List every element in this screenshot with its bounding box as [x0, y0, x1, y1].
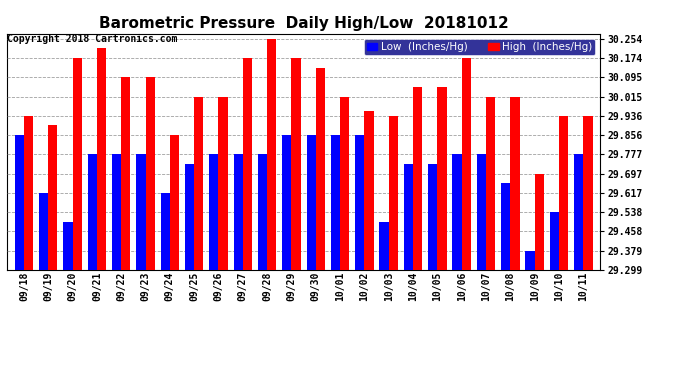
Bar — [550, 212, 559, 270]
Bar — [340, 96, 349, 270]
Bar — [170, 135, 179, 270]
Bar — [194, 96, 204, 270]
Bar — [88, 154, 97, 270]
Bar — [24, 116, 33, 270]
Bar — [316, 68, 325, 270]
Bar — [525, 251, 535, 270]
Bar — [306, 135, 316, 270]
Bar — [331, 135, 340, 270]
Bar — [511, 96, 520, 270]
Bar — [39, 193, 48, 270]
Bar — [63, 222, 72, 270]
Bar — [243, 58, 252, 270]
Title: Barometric Pressure  Daily High/Low  20181012: Barometric Pressure Daily High/Low 20181… — [99, 16, 509, 31]
Bar — [477, 154, 486, 270]
Bar — [72, 58, 82, 270]
Bar — [413, 87, 422, 270]
Bar — [486, 96, 495, 270]
Bar — [355, 135, 364, 270]
Bar — [501, 183, 511, 270]
Bar — [97, 48, 106, 270]
Bar — [112, 154, 121, 270]
Bar — [574, 154, 583, 270]
Bar — [462, 58, 471, 270]
Bar — [161, 193, 170, 270]
Bar — [453, 154, 462, 270]
Bar — [583, 116, 593, 270]
Bar — [282, 135, 291, 270]
Legend: Low  (Inches/Hg), High  (Inches/Hg): Low (Inches/Hg), High (Inches/Hg) — [364, 39, 595, 55]
Bar — [267, 39, 277, 270]
Bar — [291, 58, 301, 270]
Bar — [380, 222, 388, 270]
Bar — [428, 164, 437, 270]
Bar — [14, 135, 24, 270]
Bar — [233, 154, 243, 270]
Bar — [535, 174, 544, 270]
Bar — [437, 87, 446, 270]
Bar — [388, 116, 398, 270]
Bar — [209, 154, 219, 270]
Bar — [258, 154, 267, 270]
Text: Copyright 2018 Cartronics.com: Copyright 2018 Cartronics.com — [7, 34, 177, 44]
Bar — [364, 111, 374, 270]
Bar — [48, 125, 57, 270]
Bar — [559, 116, 568, 270]
Bar — [121, 77, 130, 270]
Bar — [219, 96, 228, 270]
Bar — [404, 164, 413, 270]
Bar — [185, 164, 194, 270]
Bar — [146, 77, 155, 270]
Bar — [137, 154, 146, 270]
